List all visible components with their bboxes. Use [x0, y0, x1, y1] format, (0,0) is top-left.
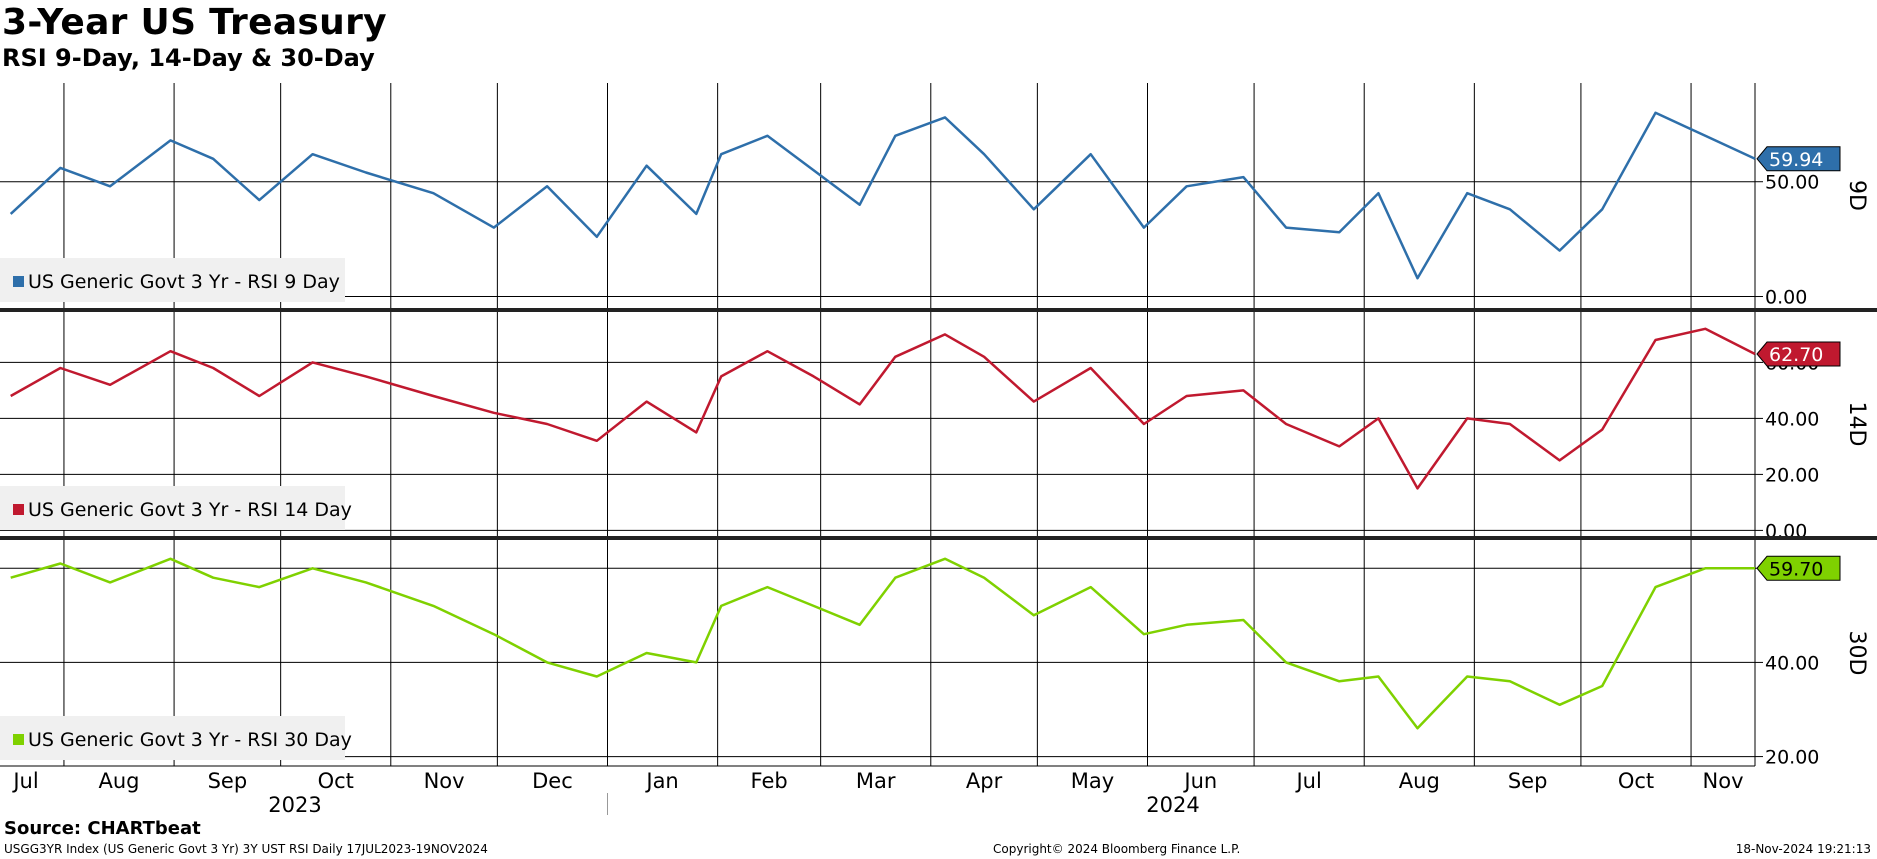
panel-0-ytick-label: 0.00	[1765, 287, 1807, 309]
series-line-30D	[10, 557, 1755, 730]
legend-text: US Generic Govt 3 Yr - RSI 9 Day	[28, 271, 340, 293]
month-label: Aug	[99, 769, 140, 793]
legend-background	[0, 716, 345, 760]
legend-swatch	[13, 504, 24, 515]
last-value-text: 59.94	[1769, 149, 1823, 171]
last-value-tag-9D: 59.94	[1756, 146, 1841, 172]
last-value-box	[1756, 555, 1841, 581]
month-label: Jun	[1182, 769, 1217, 793]
legend-background	[0, 486, 345, 530]
month-label: Oct	[318, 769, 354, 793]
panel-label-9D: 9D	[1844, 180, 1869, 211]
footer-timestamp: 18-Nov-2024 19:21:13	[1735, 842, 1871, 856]
month-label: Jul	[1294, 769, 1321, 793]
series-line-14D	[10, 327, 1756, 490]
legend-text: US Generic Govt 3 Yr - RSI 30 Day	[28, 729, 352, 751]
legend-swatch	[13, 276, 24, 287]
legend-30D: US Generic Govt 3 Yr - RSI 30 Day	[0, 716, 352, 760]
panel-0-ytick-label: 50.00	[1765, 172, 1819, 194]
month-label: Oct	[1618, 769, 1654, 793]
panel-label-14D: 14D	[1844, 402, 1869, 447]
month-label: Jan	[644, 769, 678, 793]
last-value-tag-14D: 62.70	[1756, 341, 1841, 367]
footer-copyright: Copyright© 2024 Bloomberg Finance L.P.	[993, 842, 1241, 856]
source-note: Source: CHARTbeat	[4, 818, 201, 839]
panel-label-30D: 30D	[1844, 631, 1869, 676]
legend-9D: US Generic Govt 3 Yr - RSI 9 Day	[0, 258, 345, 302]
series-line-9D	[9, 111, 1756, 280]
last-value-text: 59.70	[1769, 558, 1823, 580]
month-label: Dec	[532, 769, 573, 793]
month-label: Aug	[1399, 769, 1440, 793]
footer-series-info: USGG3YR Index (US Generic Govt 3 Yr) 3Y …	[4, 842, 488, 856]
month-label: Apr	[966, 769, 1003, 793]
last-value-text: 62.70	[1769, 344, 1823, 366]
month-label: Sep	[1508, 769, 1548, 793]
month-label: Sep	[208, 769, 248, 793]
panel-1-ytick-label: 40.00	[1765, 408, 1819, 430]
last-value-box	[1756, 146, 1841, 172]
panel-2-ytick-label: 40.00	[1765, 652, 1819, 674]
month-label: Mar	[856, 769, 896, 793]
chart-subtitle: RSI 9-Day, 14-Day & 30-Day	[2, 44, 375, 72]
panel-2-ytick-label: 20.00	[1765, 747, 1819, 769]
panel-separator-2	[0, 536, 1877, 540]
legend-swatch	[13, 734, 24, 745]
last-value-tag-30D: 59.70	[1756, 555, 1841, 581]
year-label: 2023	[268, 793, 321, 817]
month-label: May	[1071, 769, 1114, 793]
panel-1-ytick-label: 20.00	[1765, 464, 1819, 486]
month-label: Nov	[1703, 769, 1744, 793]
month-label: Nov	[424, 769, 465, 793]
legend-14D: US Generic Govt 3 Yr - RSI 14 Day	[0, 486, 352, 530]
year-label: 2024	[1146, 793, 1199, 817]
chart-title: 3-Year US Treasury	[2, 2, 387, 43]
legend-text: US Generic Govt 3 Yr - RSI 14 Day	[28, 499, 352, 521]
last-value-box	[1756, 341, 1841, 367]
month-label: Jul	[11, 769, 38, 793]
panel-separator-1	[0, 308, 1877, 312]
legend-background	[0, 258, 345, 302]
month-label: Feb	[751, 769, 788, 793]
